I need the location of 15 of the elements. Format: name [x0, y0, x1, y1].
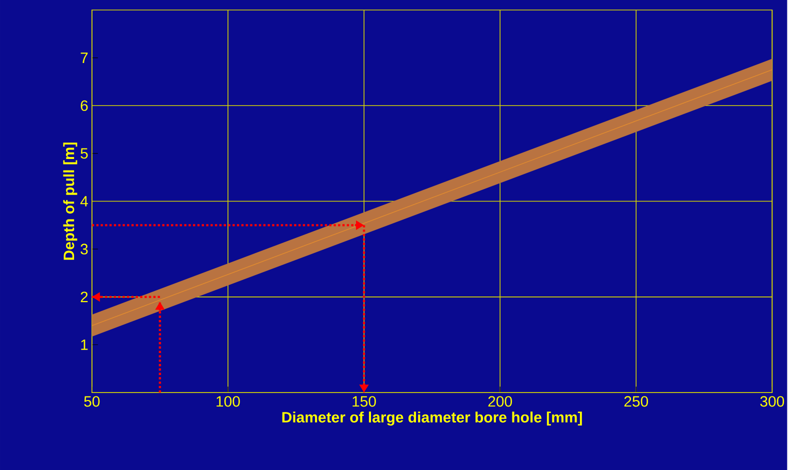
y-tick-label: 3 — [80, 244, 88, 254]
x-tick-label: 300 — [760, 396, 784, 406]
y-tick-label: 4 — [80, 196, 88, 206]
x-tick-label: 250 — [624, 396, 648, 406]
y-tick-label: 1 — [81, 339, 88, 350]
x-tick-label: 100 — [216, 396, 240, 406]
x-tick-label: 150 — [352, 396, 376, 406]
y-tick-label: 7 — [80, 52, 88, 63]
y-tick-label: 6 — [80, 100, 88, 111]
x-axis-title: Diameter of large diameter bore hole [mm] — [282, 411, 582, 426]
x-tick-label: 200 — [488, 396, 512, 406]
y-tick-label: 2 — [80, 291, 88, 302]
y-tick-label: 5 — [80, 148, 88, 158]
y-axis-title: Depth of pull [m] — [63, 142, 78, 260]
x-tick-label: 50 — [84, 396, 100, 406]
